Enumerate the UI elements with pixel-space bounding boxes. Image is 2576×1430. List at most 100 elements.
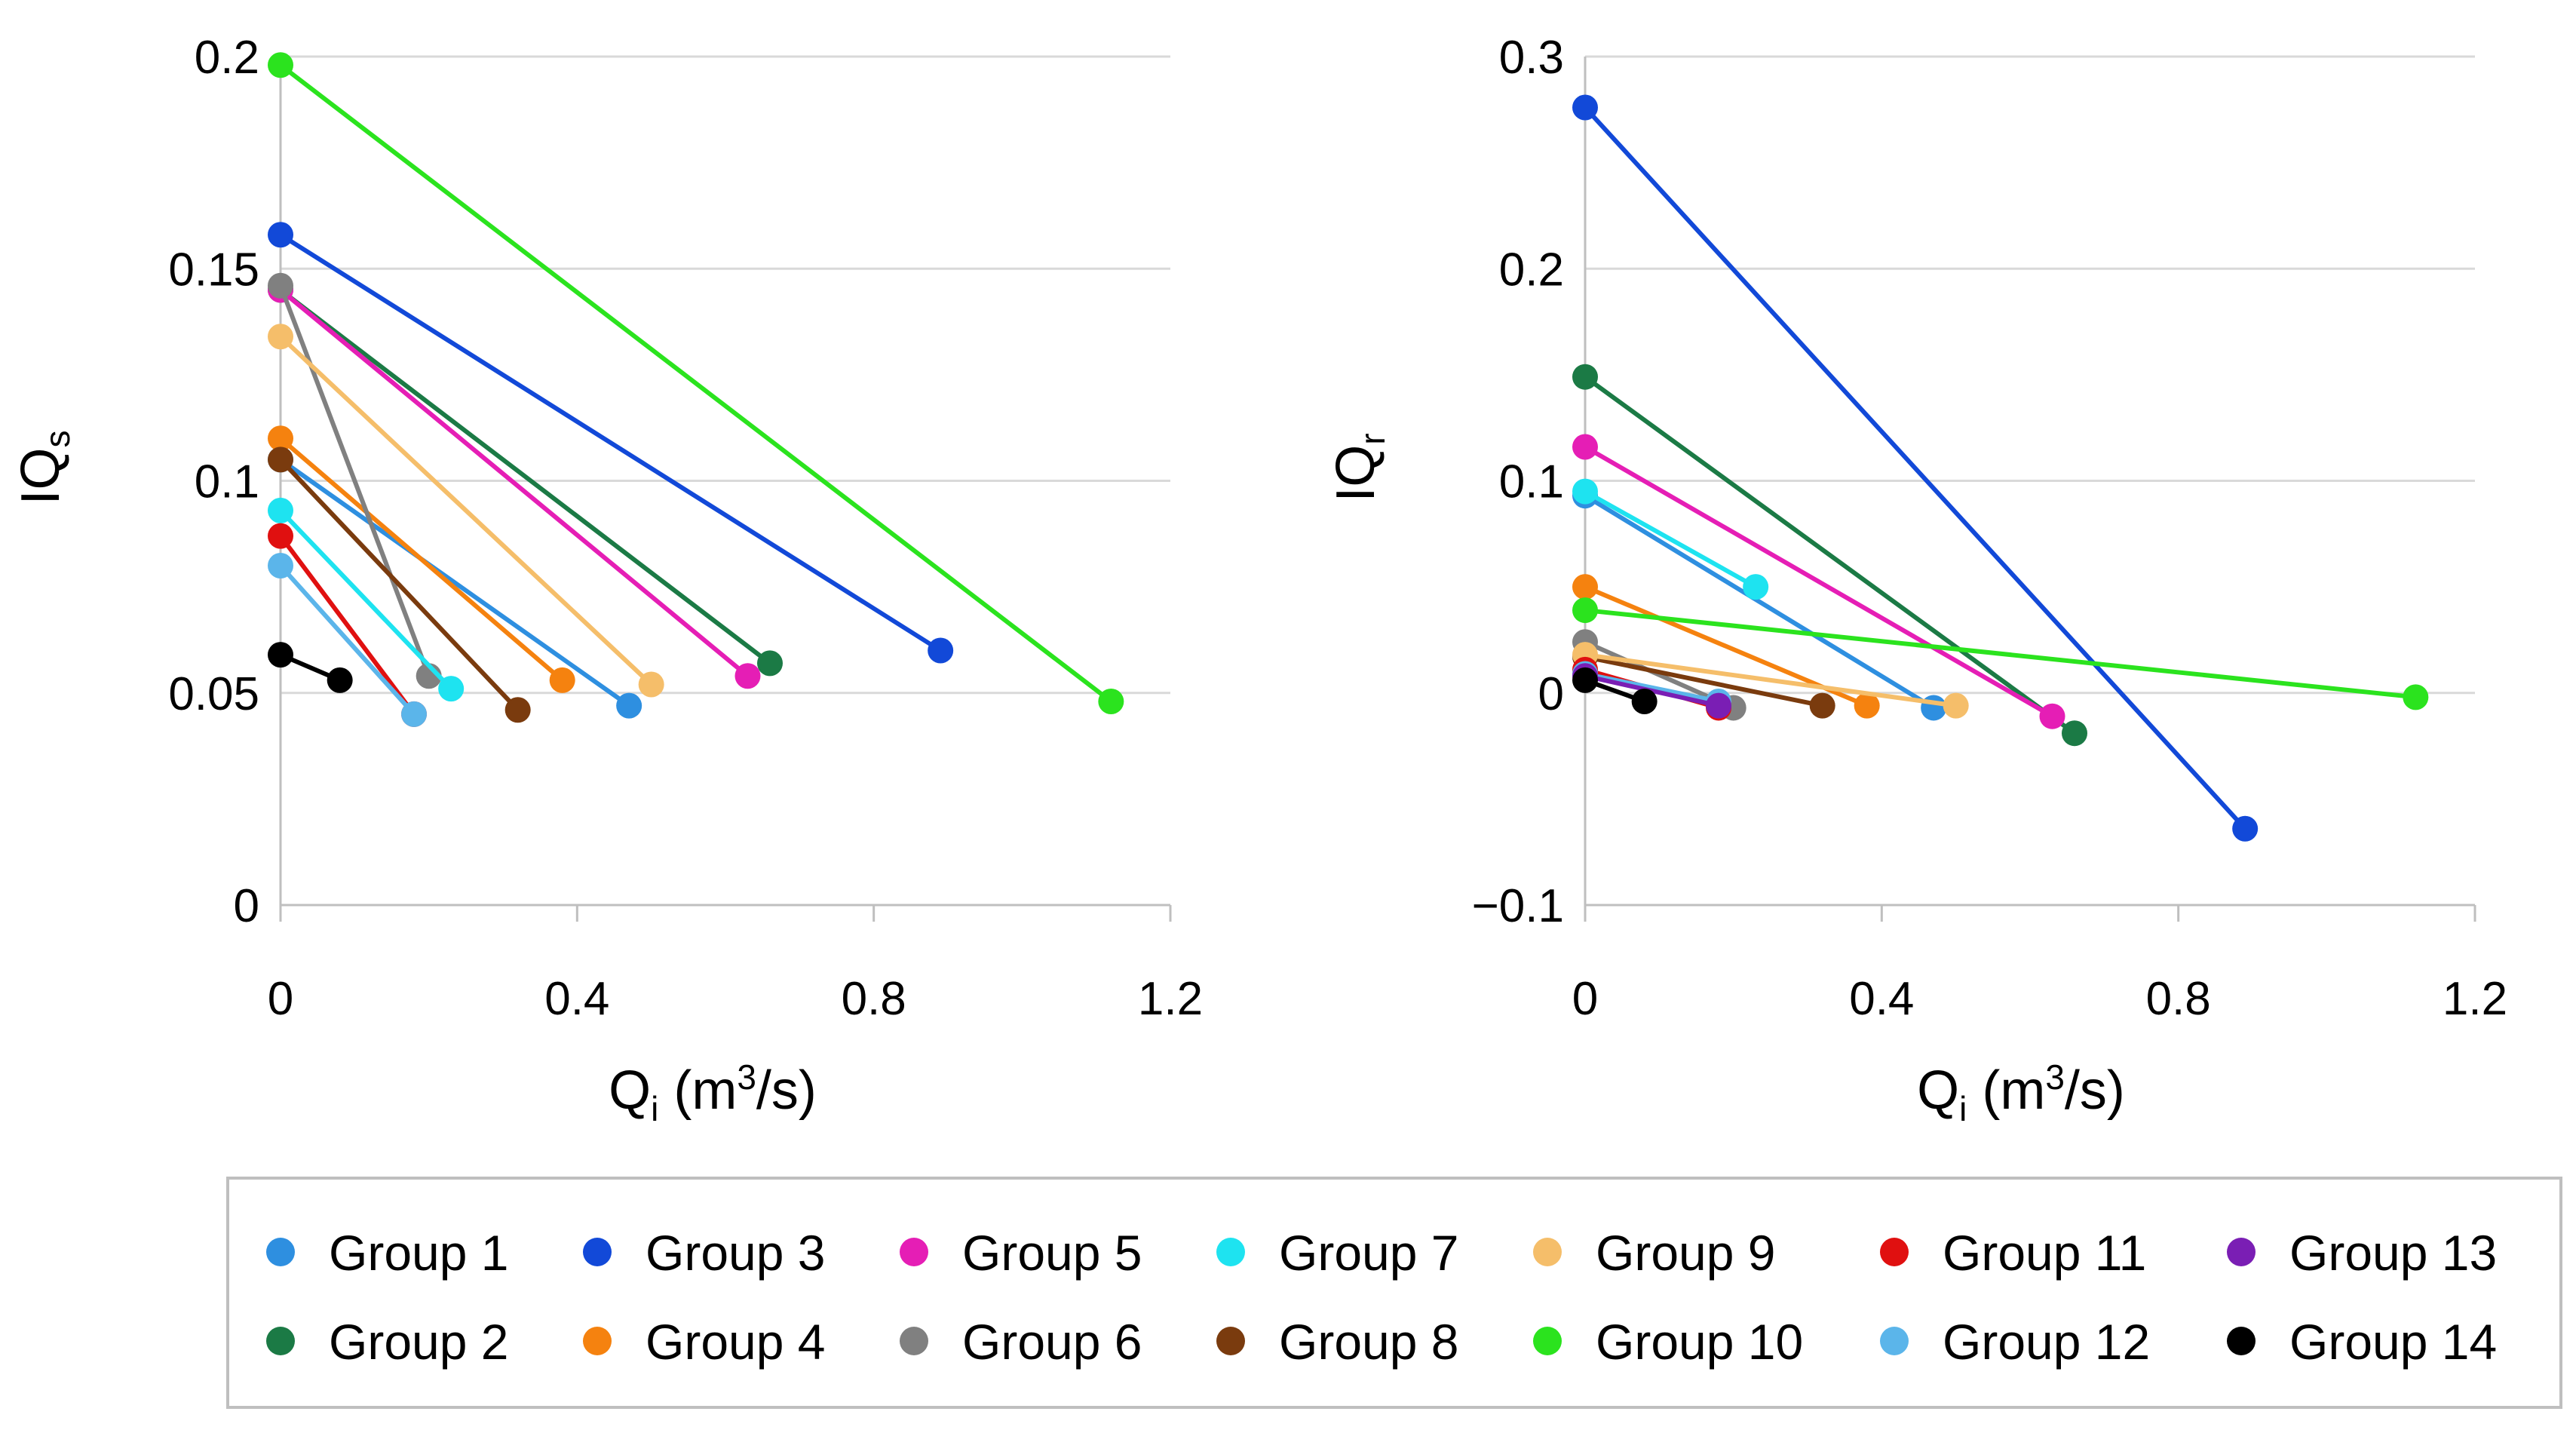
chart-iqr-y-tick-label: 0.1 bbox=[1499, 456, 1564, 508]
chart-iqs: 0 0.05 0.1 0.15 0.2 0 0.4 0.8 1.2 IQs Qi (m3/s) bbox=[11, 32, 1203, 1128]
chart-iqs-y-tick-label: 0.05 bbox=[168, 668, 259, 720]
chart-iqr-data-point bbox=[2039, 703, 2065, 729]
chart-iqs-series-line bbox=[279, 457, 630, 708]
chart-iqr-series-group-7 bbox=[1572, 478, 1769, 600]
legend-label: Group 11 bbox=[1943, 1225, 2146, 1281]
legend-marker bbox=[583, 1238, 612, 1266]
legend-label: Group 12 bbox=[1943, 1314, 2150, 1370]
chart-iqs-series-line bbox=[279, 63, 1113, 704]
chart-iqr-series-line bbox=[1584, 654, 1823, 708]
chart-iqr-data-point bbox=[1572, 478, 1598, 505]
legend-marker bbox=[583, 1327, 612, 1355]
chart-iqr-data-point bbox=[1743, 574, 1769, 600]
chart-iqs-series-line bbox=[278, 534, 416, 716]
legend-item: Group 2 bbox=[266, 1314, 508, 1370]
chart-iqr-series-line bbox=[1584, 493, 1935, 710]
legend-label: Group 7 bbox=[1279, 1225, 1458, 1281]
chart-iqs-y-tick-label: 0.1 bbox=[195, 456, 259, 508]
chart-iqr-data-point bbox=[1572, 667, 1598, 693]
legend-marker bbox=[2227, 1238, 2256, 1266]
chart-iqs-x-tick-label: 0 bbox=[268, 973, 293, 1025]
chart-iqr-series-line bbox=[1584, 375, 2076, 735]
chart-iqs-series-group-7 bbox=[268, 497, 465, 702]
chart-iqr-y-tick-label: 0.3 bbox=[1499, 32, 1564, 84]
chart-iqr-x-tick-label: 1.2 bbox=[2443, 973, 2507, 1025]
chart-iqs-x-label: Qi (m3/s) bbox=[609, 1057, 817, 1128]
chart-iqr-series-group-14 bbox=[1572, 667, 1658, 714]
legend-label: Group 10 bbox=[1596, 1314, 1803, 1370]
legend-item: Group 9 bbox=[1533, 1225, 1775, 1281]
legend-item: Group 6 bbox=[900, 1314, 1142, 1370]
chart-iqs-tick-labels: 0 0.05 0.1 0.15 0.2 0 0.4 0.8 1.2 bbox=[168, 32, 1203, 1025]
chart-iqr-series-group-2 bbox=[1572, 364, 2087, 747]
chart-iqr-y-tick-label: 0.2 bbox=[1499, 244, 1564, 296]
chart-iqr-data-point bbox=[2062, 720, 2087, 747]
legend-marker bbox=[1880, 1327, 1909, 1355]
legend-marker bbox=[266, 1238, 295, 1266]
chart-iqr-data-point bbox=[1572, 434, 1598, 460]
chart-iqr-series-group-4 bbox=[1572, 574, 1880, 719]
chart-iqs-series-group-9 bbox=[268, 324, 664, 698]
chart-iqs-data-point bbox=[504, 697, 531, 723]
chart-iqr: −0.100.10.20.30 0.4 0.8 1.2 IQr Qi (m3/s) bbox=[1326, 32, 2507, 1128]
chart-iqs-series-line bbox=[278, 458, 520, 712]
chart-iqs-data-point bbox=[268, 324, 293, 350]
chart-iqs-series bbox=[268, 52, 1124, 727]
chart-iqs-series-line bbox=[278, 508, 453, 691]
chart-iqs-series-line bbox=[279, 288, 750, 678]
chart-iqr-data-point bbox=[1631, 689, 1658, 714]
legend-marker bbox=[266, 1327, 295, 1355]
legend-label: Group 2 bbox=[329, 1314, 508, 1370]
chart-iqr-data-point bbox=[1572, 94, 1598, 121]
chart-iqs-data-point bbox=[268, 523, 293, 549]
chart-iqr-data-point bbox=[1921, 695, 1947, 721]
legend-item: Group 14 bbox=[2227, 1314, 2497, 1370]
legend-item: Group 11 bbox=[1880, 1225, 2146, 1281]
legend-item: Group 10 bbox=[1533, 1314, 1803, 1370]
chart-iqs-series-line bbox=[278, 563, 416, 716]
chart-iqs-series-group-8 bbox=[268, 446, 531, 723]
legend-label: Group 5 bbox=[962, 1225, 1142, 1281]
chart-iqs-x-tick-label: 1.2 bbox=[1138, 973, 1203, 1025]
chart-iqr-data-point bbox=[1943, 692, 1969, 719]
chart-iqr-series-group-3 bbox=[1572, 94, 2259, 842]
chart-iqs-data-point bbox=[268, 272, 293, 299]
chart-iqs-data-point bbox=[638, 671, 664, 698]
chart-iqs-data-point bbox=[268, 446, 293, 473]
chart-iqs-y-label: IQs bbox=[11, 430, 77, 505]
legend-label: Group 13 bbox=[2289, 1225, 2497, 1281]
legend-item: Group 7 bbox=[1216, 1225, 1458, 1281]
chart-iqs-x-tick-label: 0.4 bbox=[544, 973, 609, 1025]
chart-iqr-data-point bbox=[1706, 692, 1731, 719]
chart-iqs-data-point bbox=[549, 667, 575, 693]
chart-iqr-y-tick-label: 0 bbox=[1538, 668, 1564, 720]
legend-marker bbox=[1216, 1327, 1245, 1355]
chart-iqr-series-line bbox=[1584, 652, 1957, 708]
chart-iqs-data-point bbox=[268, 497, 293, 523]
chart-iqr-x-tick-label: 0.8 bbox=[2146, 973, 2211, 1025]
chart-iqr-data-point bbox=[1572, 597, 1598, 624]
legend-marker bbox=[1533, 1238, 1562, 1266]
chart-iqs-series-line bbox=[279, 232, 942, 653]
chart-iqr-series-line bbox=[1584, 671, 1719, 704]
legend-item: Group 13 bbox=[2227, 1225, 2497, 1281]
chart-iqr-series-line bbox=[1584, 608, 2416, 700]
legend-label: Group 14 bbox=[2289, 1314, 2497, 1370]
chart-iqr-data-point bbox=[1572, 574, 1598, 600]
legend: Group 1 Group 2 Group 3 Group 4 Group 5 Group… bbox=[226, 1177, 2562, 1409]
chart-iqr-series-line bbox=[1583, 106, 2247, 830]
chart-iqr-series bbox=[1572, 94, 2429, 842]
chart-iqr-series-line bbox=[1584, 489, 1757, 589]
legend-item: Group 5 bbox=[900, 1225, 1142, 1281]
chart-iqs-series-group-10 bbox=[268, 52, 1124, 714]
chart-iqs-data-point bbox=[616, 692, 642, 719]
chart-iqs-series-group-14 bbox=[268, 642, 353, 693]
chart-iqs-series-line bbox=[278, 284, 431, 677]
chart-iqs-axes bbox=[279, 57, 1172, 922]
chart-iqs-data-point bbox=[268, 642, 293, 668]
legend-item: Group 3 bbox=[583, 1225, 825, 1281]
chart-iqr-data-point bbox=[1572, 364, 1598, 390]
legend-marker bbox=[1216, 1238, 1245, 1266]
legend-marker bbox=[1880, 1238, 1909, 1266]
chart-iqr-tick-labels: −0.100.10.20.30 0.4 0.8 1.2 bbox=[1472, 32, 2508, 1025]
